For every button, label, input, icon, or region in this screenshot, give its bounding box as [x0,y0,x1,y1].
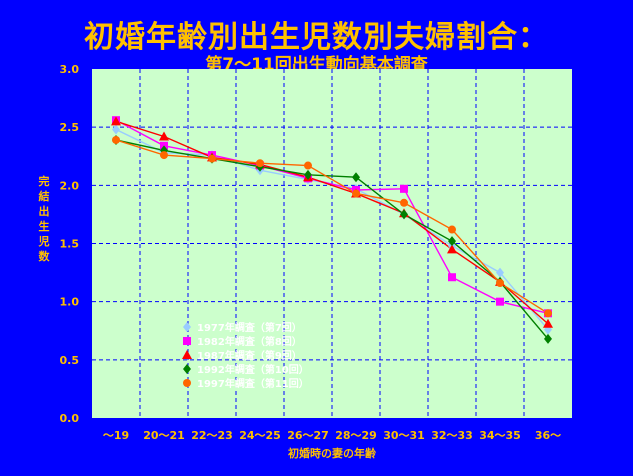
legend-marker [183,322,191,332]
data-point-marker [400,198,408,207]
series-lines [115,119,549,340]
x-axis-ticks: ～19 20～21 22～23 24～25 26～27 28～29 30～31 32～33 34… [103,429,561,442]
y-axis-label-char: 生 [39,219,50,233]
series-line [115,139,549,314]
x-tick-label: 30～31 [383,429,425,442]
legend-marker [183,379,191,387]
legend-marker [183,337,191,345]
data-point-marker [496,297,504,306]
gridlines [92,69,572,418]
data-point-marker [111,116,121,126]
x-tick-label: 36～ [535,429,561,442]
data-point-marker [496,279,504,288]
y-tick-label: 3.0 [60,63,80,76]
data-point-marker [448,236,456,247]
data-point-marker [448,225,456,234]
y-tick-label: 0.0 [60,412,80,425]
legend-label: 1997年調査（第11回） [197,377,309,390]
y-axis-label-char: 完 [39,174,50,188]
data-point-marker [112,124,120,135]
series-line [115,120,549,325]
x-tick-label: 24～25 [239,429,281,442]
y-tick-label: 2.0 [60,179,80,192]
data-point-marker [256,159,264,168]
data-point-marker [304,161,312,170]
data-point-marker [447,244,457,254]
data-point-marker [544,333,552,344]
y-axis-ticks: 0.0 0.5 1.0 1.5 2.0 2.5 3.0 [60,63,80,425]
legend-marker [183,364,191,374]
legend-label: 1982年調査（第8回） [197,335,302,348]
data-point-marker [543,318,553,328]
data-point-marker [400,184,408,193]
y-tick-label: 1.5 [60,238,80,251]
legend-marker [182,350,192,359]
y-tick-label: 0.5 [60,354,80,367]
y-axis-label-char: 結 [39,189,50,203]
series-markers [111,116,553,344]
x-tick-label: 20～21 [143,429,185,442]
x-tick-label: 28～29 [335,429,377,442]
y-axis-label-char: 出 [39,204,50,218]
data-point-marker [496,267,504,278]
data-point-marker [159,131,169,141]
x-tick-label: 34～35 [479,429,521,442]
legend-label: 1987年調査（第9回） [197,349,302,362]
data-point-marker [448,273,456,282]
x-tick-label: 22～23 [191,429,233,442]
legend-label: 1992年調査（第10回） [197,363,309,376]
x-tick-label: ～19 [103,429,129,442]
y-axis-label-char: 数 [39,249,51,263]
data-point-marker [400,209,408,220]
chart-title: 初婚年齢別出生児数別夫婦割合： [84,20,549,55]
x-tick-label: 26～27 [287,429,329,442]
data-point-marker [160,151,168,160]
series-line [115,139,549,340]
x-axis-label: 初婚時の妻の年齢 [288,446,377,460]
data-point-marker [112,135,120,144]
data-point-marker [304,169,312,180]
y-axis-label-char: 児 [38,234,50,248]
legend-label: 1977年調査（第7回） [197,321,302,334]
data-point-marker [544,309,552,318]
data-point-marker [208,154,216,163]
x-tick-label: 32～33 [431,429,473,442]
y-tick-label: 1.0 [60,296,80,309]
y-tick-label: 2.5 [60,121,80,134]
data-point-marker [352,189,360,198]
data-point-marker [352,172,360,183]
legend: 1977年調査（第7回）1982年調査（第8回）1987年調査（第9回）1992… [182,321,309,390]
series-line [115,119,549,314]
